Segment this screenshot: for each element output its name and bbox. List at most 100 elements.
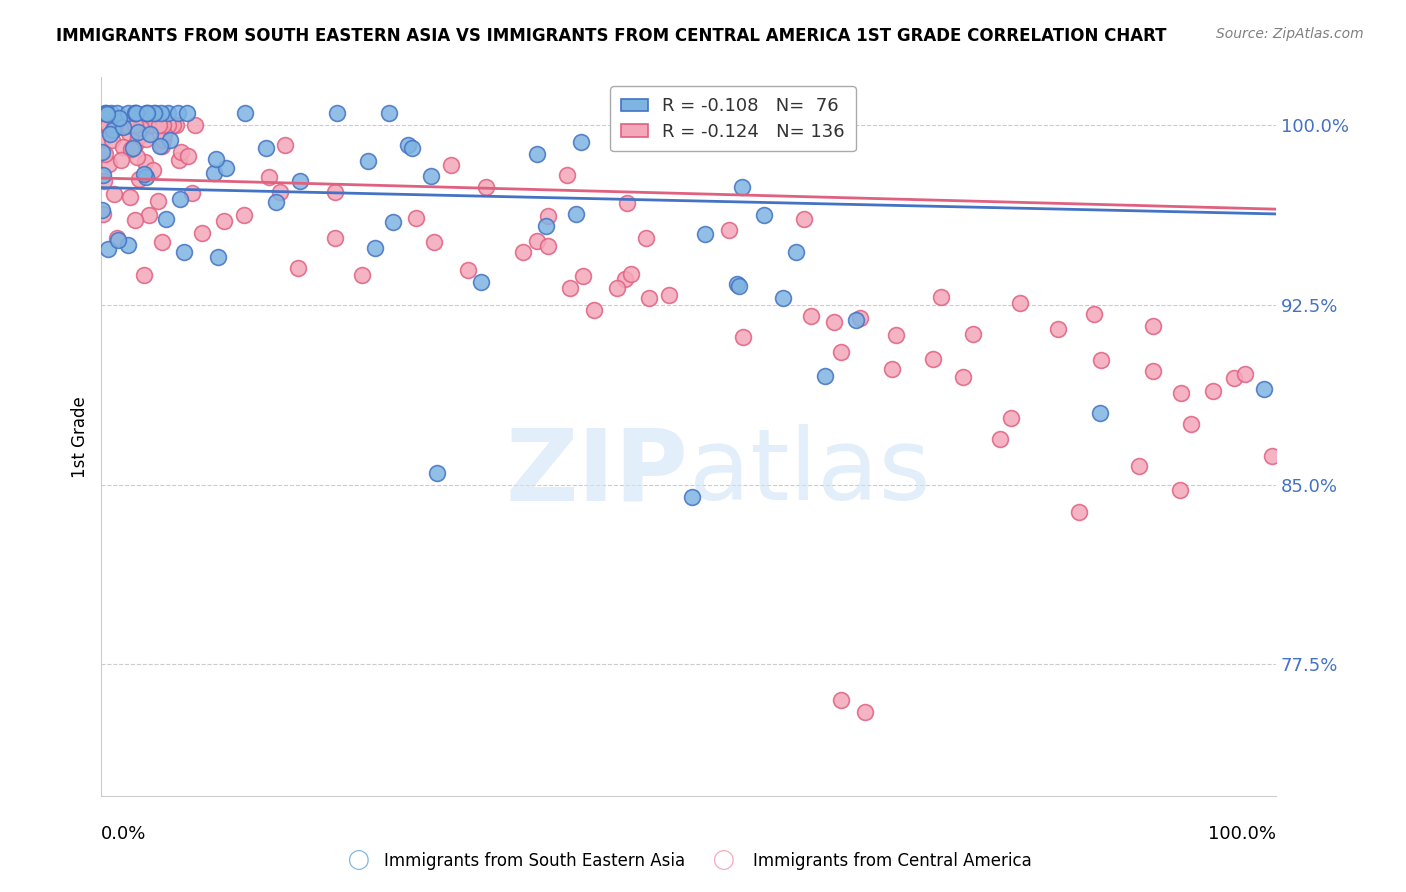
Point: [138, 208, 160, 222]
Point: [150, 139, 173, 153]
Point: [103, 119, 125, 133]
Point: [884, 328, 907, 343]
Point: [988, 432, 1011, 446]
Point: [1180, 417, 1202, 431]
Point: [1067, 504, 1090, 518]
Point: [1010, 295, 1032, 310]
Text: ◯: ◯: [347, 850, 370, 870]
Point: [731, 330, 754, 344]
Point: [173, 245, 195, 260]
Point: [93, 146, 115, 161]
Point: [364, 241, 387, 255]
Point: [215, 161, 238, 175]
Point: [112, 119, 135, 133]
Point: [97, 119, 120, 133]
Point: [165, 119, 187, 133]
Point: [181, 186, 204, 200]
Point: [127, 125, 149, 139]
Point: [457, 262, 479, 277]
Point: [111, 119, 134, 133]
Text: 0.0%: 0.0%: [101, 824, 146, 843]
Point: [474, 179, 496, 194]
Point: [323, 185, 346, 199]
Point: [470, 276, 492, 290]
Point: [396, 137, 419, 152]
Point: [162, 119, 184, 133]
Point: [638, 291, 661, 305]
Point: [96, 107, 118, 121]
Point: [115, 119, 138, 133]
Point: [118, 119, 141, 133]
Point: [136, 106, 159, 120]
Point: [184, 119, 207, 133]
Point: [97, 242, 120, 256]
Point: [425, 466, 447, 480]
Y-axis label: 1st Grade: 1st Grade: [72, 396, 89, 477]
Point: [124, 213, 146, 227]
Point: [94, 106, 117, 120]
Point: [132, 268, 155, 283]
Point: [326, 106, 349, 120]
Point: [830, 345, 852, 359]
Point: [1202, 384, 1225, 399]
Point: [440, 158, 463, 172]
Point: [145, 119, 167, 133]
Point: [91, 119, 114, 133]
Point: [232, 208, 254, 222]
Point: [94, 119, 117, 133]
Point: [526, 147, 548, 161]
Point: [105, 119, 128, 133]
Point: [124, 137, 146, 152]
Point: [785, 244, 807, 259]
Point: [110, 119, 132, 133]
Point: [142, 106, 165, 120]
Point: [537, 238, 560, 252]
Point: [142, 163, 165, 178]
Point: [259, 169, 281, 184]
Point: [129, 120, 152, 135]
Point: [125, 150, 148, 164]
Point: [127, 130, 149, 145]
Point: [124, 119, 146, 133]
Point: [91, 207, 114, 221]
Point: [1233, 368, 1256, 382]
Point: [264, 195, 287, 210]
Point: [131, 119, 153, 133]
Point: [1142, 364, 1164, 378]
Point: [274, 138, 297, 153]
Point: [94, 106, 117, 120]
Point: [526, 235, 548, 249]
Point: [725, 277, 748, 291]
Point: [91, 203, 114, 218]
Point: [118, 127, 141, 141]
Point: [111, 140, 134, 154]
Point: [606, 281, 628, 295]
Point: [97, 119, 120, 133]
Point: [269, 185, 291, 199]
Point: [558, 281, 581, 295]
Point: [153, 127, 176, 141]
Point: [152, 235, 174, 249]
Point: [167, 153, 190, 167]
Point: [921, 351, 943, 366]
Text: 100.0%: 100.0%: [1208, 824, 1277, 843]
Point: [1168, 483, 1191, 497]
Point: [613, 272, 636, 286]
Point: [93, 174, 115, 188]
Point: [125, 106, 148, 120]
Point: [135, 170, 157, 185]
Point: [962, 326, 984, 341]
Point: [98, 156, 121, 170]
Point: [169, 193, 191, 207]
Point: [823, 315, 845, 329]
Point: [159, 133, 181, 147]
Point: [120, 142, 142, 156]
Point: [103, 119, 125, 133]
Point: [537, 210, 560, 224]
Point: [695, 227, 717, 241]
Point: [233, 106, 256, 120]
Point: [582, 303, 605, 318]
Point: [115, 119, 138, 133]
Point: [205, 152, 228, 166]
Point: [149, 139, 172, 153]
